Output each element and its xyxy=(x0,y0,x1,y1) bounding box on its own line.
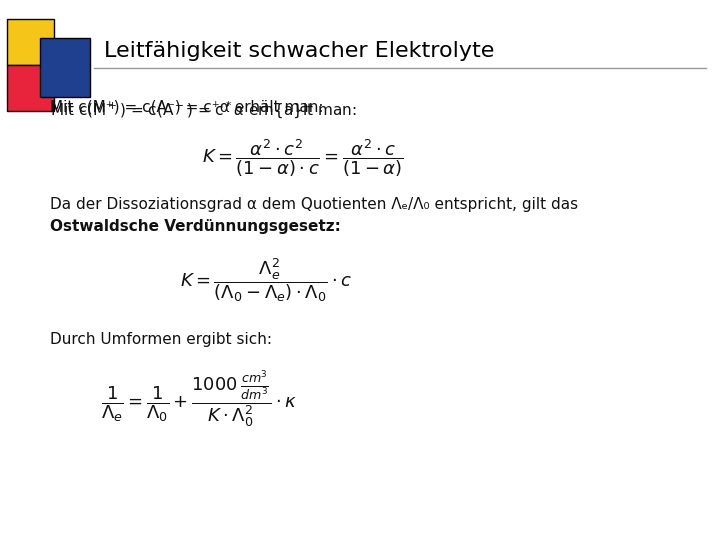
Text: $\dfrac{1}{\Lambda_e} = \dfrac{1}{\Lambda_0} + \dfrac{1000\,\frac{cm^3}{dm^3}}{K: $\dfrac{1}{\Lambda_e} = \dfrac{1}{\Lambd… xyxy=(101,370,297,430)
Text: Da der Dissoziationsgrad α dem Quotienten Λₑ/Λ₀ entspricht, gilt das: Da der Dissoziationsgrad α dem Quotiente… xyxy=(50,197,579,212)
Text: Mit c(M⁺) = c(A⁻) = c⁺α erhält man:: Mit c(M⁺) = c(A⁻) = c⁺α erhält man: xyxy=(50,100,324,115)
Text: Ostwaldsche Verdünnungsgesetz:: Ostwaldsche Verdünnungsgesetz: xyxy=(50,219,341,234)
Text: Mit c(M$^+$) = c(A$^-$) = c$^*\alpha$ erh{a}lt man:: Mit c(M$^+$) = c(A$^-$) = c$^*\alpha$ er… xyxy=(50,100,357,121)
Text: Durch Umformen ergibt sich:: Durch Umformen ergibt sich: xyxy=(50,332,272,347)
Text: Leitfähigkeit schwacher Elektrolyte: Leitfähigkeit schwacher Elektrolyte xyxy=(104,41,495,62)
Text: $K = \dfrac{\Lambda_e^2}{(\Lambda_0 - \Lambda_e) \cdot \Lambda_0} \cdot c$: $K = \dfrac{\Lambda_e^2}{(\Lambda_0 - \L… xyxy=(180,256,352,304)
Text: $K = \dfrac{\alpha^2 \cdot c^2}{(1-\alpha) \cdot c} = \dfrac{\alpha^2 \cdot c}{(: $K = \dfrac{\alpha^2 \cdot c^2}{(1-\alph… xyxy=(202,138,403,179)
